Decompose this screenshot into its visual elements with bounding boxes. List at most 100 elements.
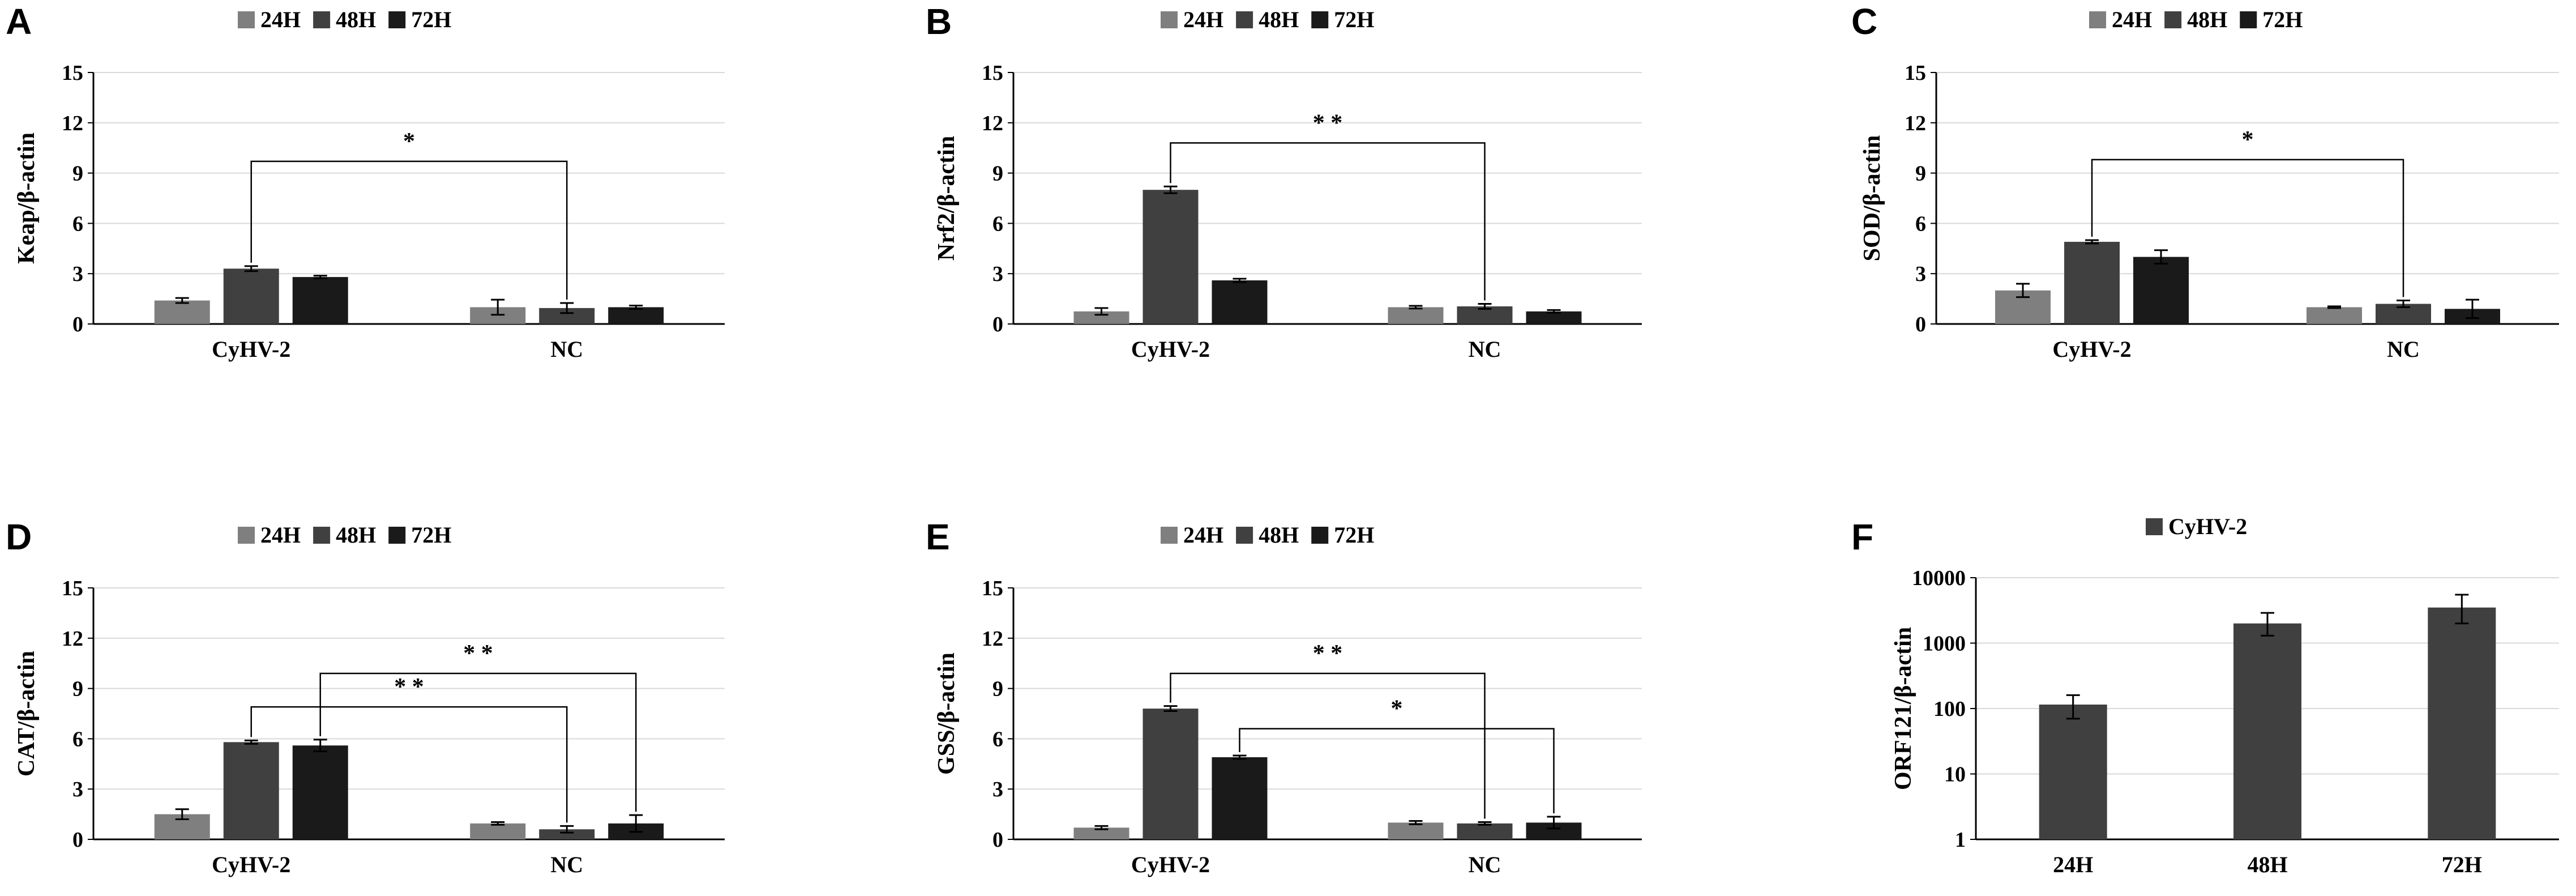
bar-e-nc-24h	[1388, 822, 1444, 839]
bar-a-cyhv-2-48h	[223, 268, 279, 324]
bar-c-cyhv-2-72h	[2133, 257, 2189, 324]
y-axis-label-a: Keap/β-actin	[14, 133, 40, 264]
x-category-label-a-nc: NC	[550, 336, 583, 362]
y-tick-label-b-9: 9	[992, 162, 1003, 186]
y-tick-label-c-9: 9	[1915, 162, 1926, 186]
bar-d-cyhv-2-72h	[292, 745, 348, 839]
legend-swatch-e-24h	[1161, 527, 1178, 544]
bar-f-48h-cyhv-2	[2233, 623, 2301, 839]
legend-swatch-a-24h	[238, 11, 255, 28]
legend-label-c-72h: 72H	[2262, 7, 2303, 32]
significance-label-b-0: * *	[1313, 110, 1343, 136]
legend-label-d-72h: 72H	[411, 522, 451, 548]
legend-label-b-48h: 48H	[1259, 7, 1299, 32]
legend-label-d-24h: 24H	[260, 522, 301, 548]
x-category-label-d-cyhv-2: CyHV-2	[212, 852, 290, 877]
bar-f-24h-cyhv-2	[2039, 704, 2107, 839]
significance-label-d-1: * *	[463, 641, 493, 667]
y-tick-label-d-6: 6	[72, 727, 83, 751]
y-axis-label-d: CAT/β-actin	[14, 651, 40, 776]
significance-bracket-e-1	[1239, 728, 1555, 814]
bar-c-cyhv-2-48h	[2064, 241, 2120, 324]
x-category-label-b-nc: NC	[1469, 336, 1501, 362]
panel-letter-f: F	[1851, 517, 1873, 557]
bar-e-cyhv-2-24h	[1073, 827, 1129, 839]
bar-e-nc-48h	[1457, 823, 1513, 839]
significance-label-a-0: *	[403, 129, 415, 155]
legend-swatch-b-72h	[1311, 11, 1329, 28]
legend-swatch-c-48h	[2164, 11, 2182, 28]
y-tick-label-f-10: 10	[1944, 763, 1966, 787]
legend-label-e-48h: 48H	[1259, 522, 1299, 548]
bar-e-cyhv-2-72h	[1212, 757, 1268, 839]
bar-e-cyhv-2-48h	[1142, 709, 1199, 839]
bar-d-nc-24h	[470, 823, 526, 839]
legend-swatch-d-48h	[313, 527, 331, 544]
y-tick-label-b-15: 15	[982, 61, 1003, 85]
y-tick-label-c-15: 15	[1905, 61, 1926, 85]
bar-a-nc-72h	[608, 307, 664, 324]
legend-label-e-72h: 72H	[1334, 522, 1374, 548]
bar-b-cyhv-2-24h	[1073, 311, 1129, 324]
x-category-label-f-72h: 72H	[2442, 852, 2482, 877]
legend-swatch-c-24h	[2089, 11, 2106, 28]
y-tick-label-d-0: 0	[72, 828, 83, 852]
x-category-label-a-cyhv-2: CyHV-2	[212, 336, 290, 362]
legend-label-b-24h: 24H	[1183, 7, 1223, 32]
y-tick-label-c-3: 3	[1915, 262, 1926, 286]
x-category-label-f-24h: 24H	[2053, 852, 2093, 877]
y-tick-label-b-3: 3	[992, 262, 1003, 286]
y-tick-label-e-15: 15	[982, 577, 1003, 600]
legend-label-b-72h: 72H	[1334, 7, 1374, 32]
y-tick-label-e-9: 9	[992, 677, 1003, 701]
y-tick-label-f-100: 100	[1933, 697, 1966, 721]
y-tick-label-a-12: 12	[62, 112, 83, 135]
y-tick-label-a-0: 0	[72, 313, 83, 336]
bar-b-cyhv-2-72h	[1212, 280, 1268, 324]
bar-c-nc-24h	[2307, 307, 2362, 324]
significance-label-c-0: *	[2242, 127, 2254, 153]
y-tick-label-e-3: 3	[992, 778, 1003, 801]
x-category-label-f-48h: 48H	[2247, 852, 2287, 877]
y-tick-label-c-0: 0	[1915, 313, 1926, 336]
significance-bracket-a-0	[250, 160, 568, 300]
x-category-label-b-cyhv-2: CyHV-2	[1131, 336, 1210, 362]
y-tick-label-c-6: 6	[1915, 212, 1926, 236]
y-tick-label-a-3: 3	[72, 262, 83, 286]
y-tick-label-e-6: 6	[992, 727, 1003, 751]
significance-bracket-e-0	[1170, 672, 1486, 819]
significance-label-d-0: * *	[394, 674, 424, 700]
y-tick-label-a-9: 9	[72, 162, 83, 186]
legend-swatch-e-48h	[1236, 527, 1253, 544]
y-tick-label-b-12: 12	[982, 112, 1003, 135]
legend-swatch-a-48h	[313, 11, 331, 28]
legend-swatch-b-24h	[1161, 11, 1178, 28]
significance-bracket-d-0	[250, 706, 568, 823]
bar-a-cyhv-2-24h	[154, 300, 210, 324]
y-tick-label-f-1000: 1000	[1923, 632, 1966, 656]
bar-a-cyhv-2-72h	[292, 277, 348, 324]
panel-letter-c: C	[1851, 1, 1877, 42]
legend-label-e-24h: 24H	[1183, 522, 1223, 548]
legend-swatch-c-72h	[2240, 11, 2257, 28]
x-category-label-e-cyhv-2: CyHV-2	[1131, 852, 1210, 877]
y-tick-label-d-3: 3	[72, 778, 83, 801]
legend-label-c-48h: 48H	[2187, 7, 2227, 32]
legend-label-d-48h: 48H	[336, 522, 376, 548]
significance-bracket-c-0	[2091, 159, 2404, 297]
bar-b-nc-24h	[1388, 307, 1444, 324]
bar-f-72h-cyhv-2	[2428, 607, 2496, 839]
y-tick-label-c-12: 12	[1905, 112, 1926, 135]
y-tick-label-b-6: 6	[992, 212, 1003, 236]
y-tick-label-e-12: 12	[982, 627, 1003, 651]
legend-label-f-cyhv-2: CyHV-2	[2168, 514, 2247, 539]
bar-b-cyhv-2-48h	[1142, 190, 1199, 324]
y-tick-label-f-1: 1	[1955, 828, 1966, 852]
legend-swatch-e-72h	[1311, 527, 1329, 544]
legend-swatch-f-cyhv-2	[2146, 518, 2163, 535]
bar-b-nc-72h	[1526, 311, 1582, 324]
panel-letter-b: B	[926, 1, 952, 42]
y-tick-label-a-6: 6	[72, 212, 83, 236]
y-axis-label-f: ORF121/β-actin	[1890, 627, 1916, 790]
